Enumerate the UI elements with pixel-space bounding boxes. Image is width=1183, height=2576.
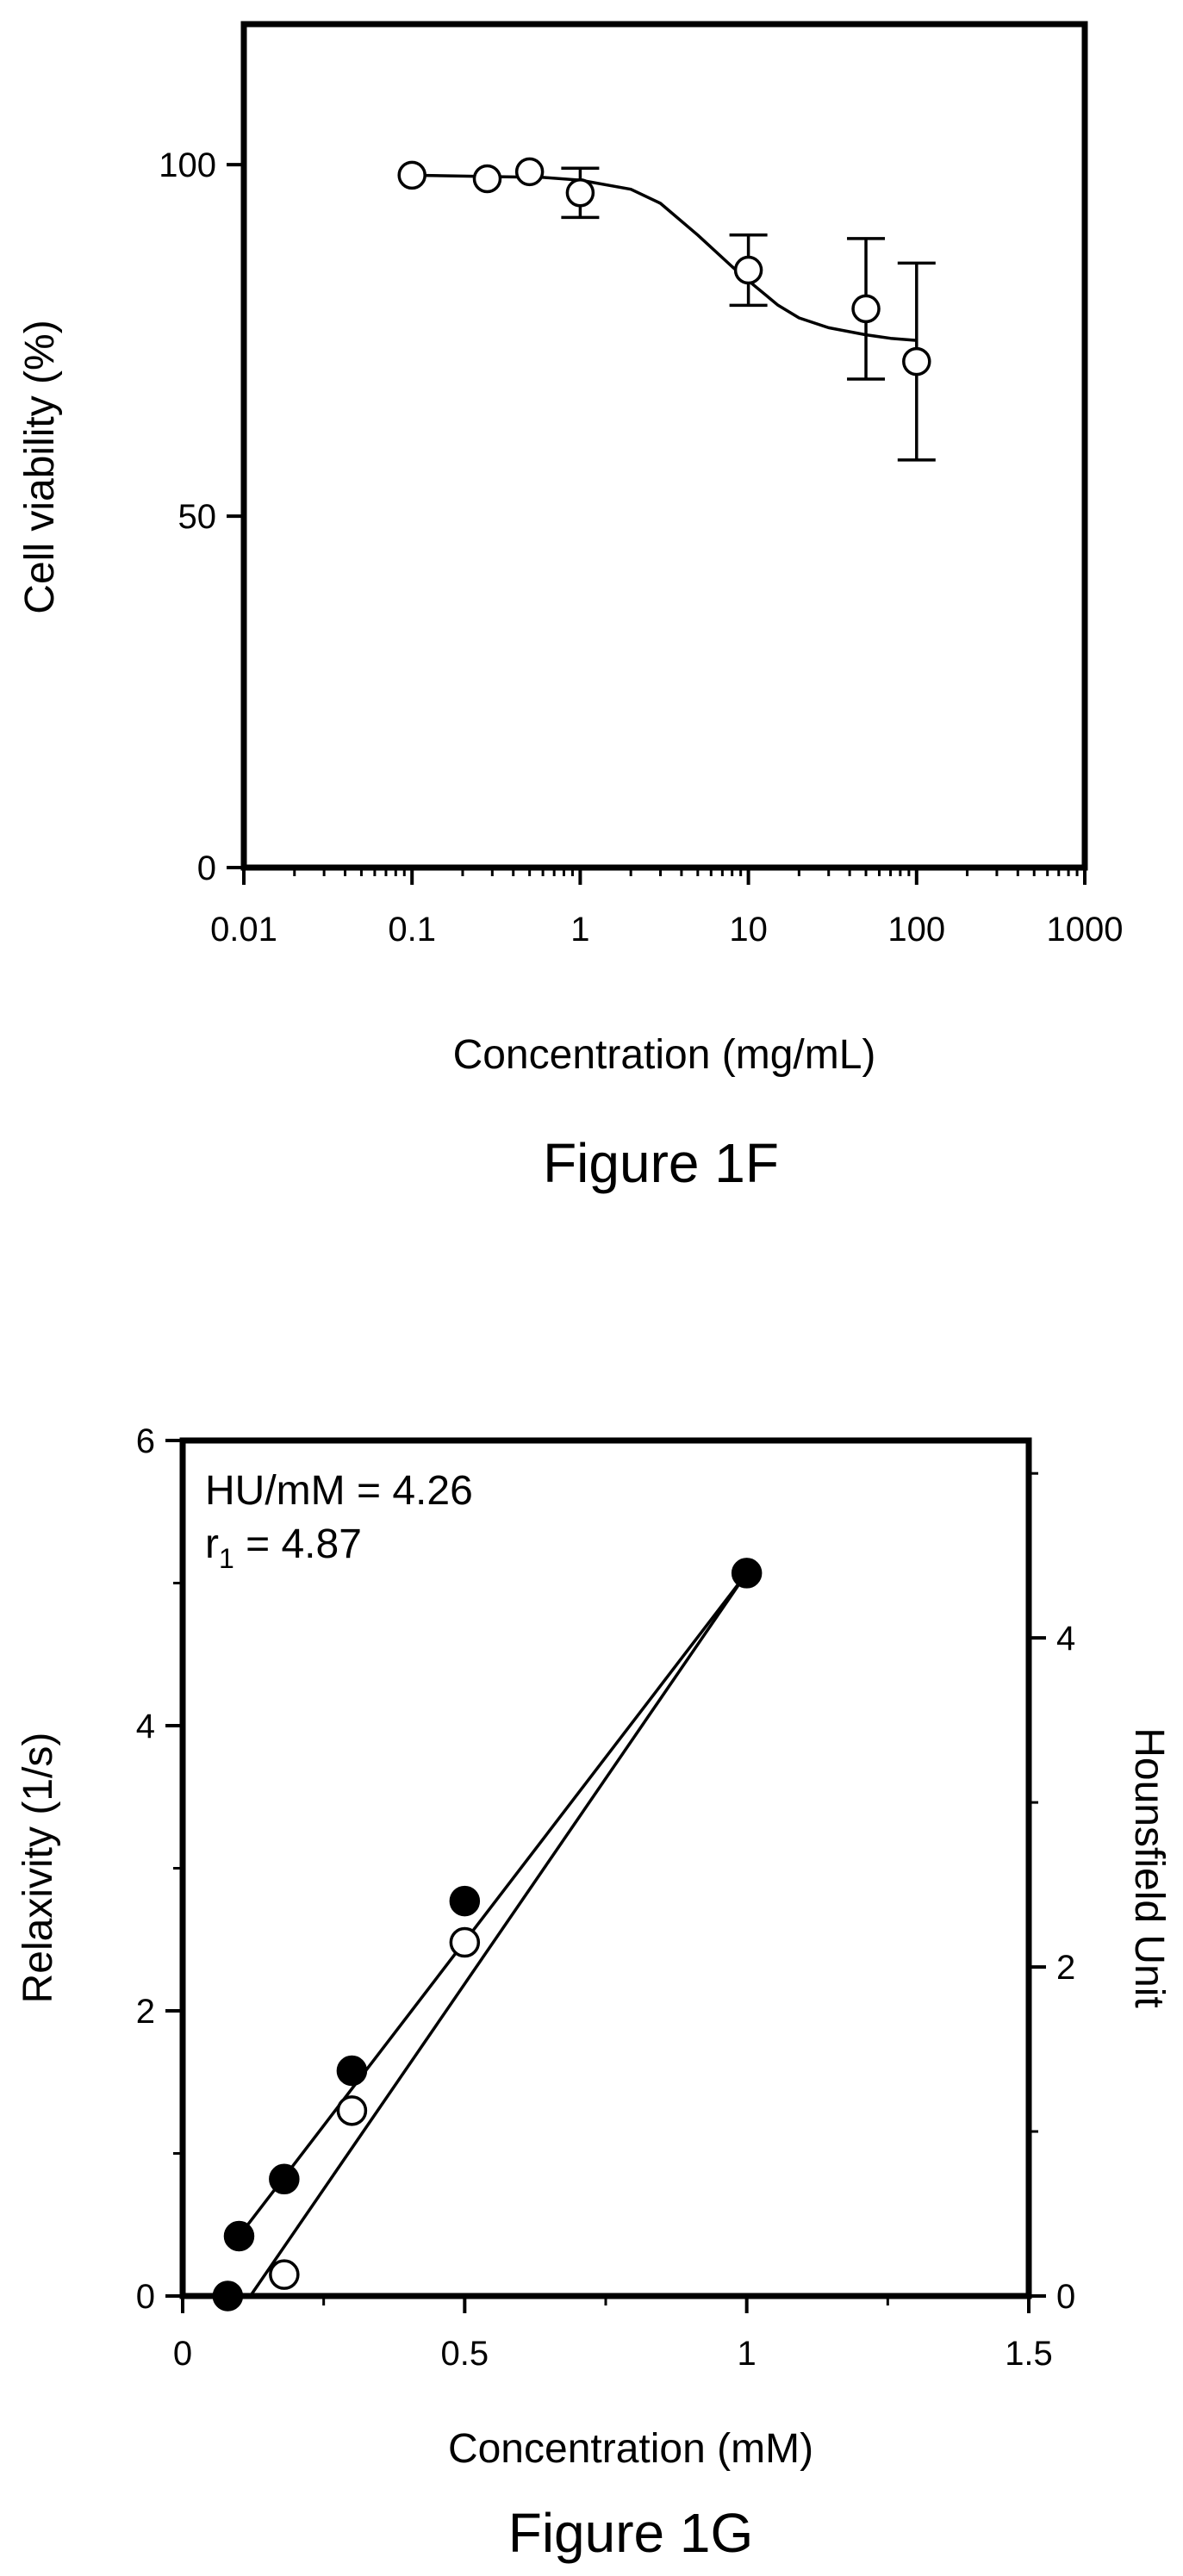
y-tick-label: 100 <box>159 146 216 184</box>
y2-tick-label: 0 <box>1056 2278 1075 2316</box>
y-axis-ticks-1g: 0 2 4 6 <box>136 1422 183 2316</box>
data-points-1g <box>212 1558 763 2312</box>
fit-line <box>249 1571 749 2297</box>
data-point-open <box>733 255 763 285</box>
data-point-open <box>449 1926 481 1958</box>
y-tick-label: 4 <box>136 1708 155 1745</box>
fit-curve-1f <box>412 173 917 342</box>
x-axis-ticks-1f: 0.01 0.1 1 10 100 1000 <box>210 868 1123 949</box>
data-point-open <box>565 178 595 208</box>
data-point-open <box>902 346 931 376</box>
fit-line <box>238 1571 749 2237</box>
y-tick-label: 2 <box>136 1993 155 2031</box>
data-point-filled <box>223 2220 255 2252</box>
x-tick-label: 10 <box>729 911 768 949</box>
data-point-filled <box>269 2163 300 2195</box>
y-axis-label-1f: Cell viability (%) <box>17 320 63 613</box>
annotation-r-symbol: r <box>205 1521 219 1567</box>
plot-frame-1f <box>240 21 1088 871</box>
annotation-r1: r1 = 4.87 <box>205 1521 362 1574</box>
annotation-subscript: 1 <box>219 1543 234 1574</box>
y2-tick-label: 2 <box>1056 1949 1075 1987</box>
data-point-filled <box>212 2280 244 2312</box>
data-point-filled <box>449 1885 481 1917</box>
y-axis-ticks-1f: 0 50 100 <box>159 146 244 887</box>
annotation-hu-per-mm: HU/mM = 4.26 <box>205 1468 473 1514</box>
fit-lines-1g <box>238 1571 749 2297</box>
x-tick-label: 1000 <box>1047 911 1124 949</box>
y-axis-label-1g: Relaxivity (1/s) <box>16 1733 61 2004</box>
x-axis-label-1g: Concentration (mM) <box>448 2426 813 2472</box>
x-axis-label-1f: Concentration (mg/mL) <box>453 1032 876 1078</box>
x-tick-label: 1 <box>738 2335 756 2373</box>
data-point-open <box>397 160 427 190</box>
x-axis-ticks-1g: 0 0.5 1 1.5 <box>173 2296 1053 2373</box>
figure-caption-1g: Figure 1G <box>508 2502 754 2564</box>
x-tick-label: 1 <box>570 911 589 949</box>
y-tick-label: 50 <box>178 498 217 536</box>
data-points-1f <box>397 157 931 376</box>
x-tick-label: 0.1 <box>388 911 436 949</box>
y2-axis-ticks-1g: 0 2 4 <box>1029 1472 1075 2316</box>
data-point-open <box>336 2095 368 2126</box>
y-tick-label: 6 <box>136 1422 155 1460</box>
data-point-open <box>472 164 502 194</box>
data-point-filled <box>336 2055 368 2087</box>
x-tick-label: 0.5 <box>441 2335 489 2373</box>
data-point-filled <box>731 1558 763 1589</box>
y-tick-label: 0 <box>197 849 216 887</box>
y-tick-label: 0 <box>136 2278 155 2316</box>
error-bars-1f <box>561 166 936 462</box>
data-point-open <box>269 2259 300 2290</box>
y2-axis-label-1g: Hounsfield Unit <box>1126 1727 1172 2008</box>
y2-tick-label: 4 <box>1056 1620 1075 1658</box>
data-point-open <box>851 294 881 324</box>
annotation-r1-value: = 4.87 <box>234 1521 362 1567</box>
figure-caption-1f: Figure 1F <box>543 1132 779 1194</box>
x-tick-label: 1.5 <box>1005 2335 1053 2373</box>
chart-1f: 0.01 0.1 1 10 100 1000 0 50 100 Concentration (… <box>17 21 1123 1194</box>
x-tick-label: 0.01 <box>210 911 277 949</box>
plot-frame-1g <box>179 1437 1032 2299</box>
x-tick-label: 0 <box>173 2335 192 2373</box>
fit-curve <box>412 173 917 342</box>
x-tick-label: 100 <box>887 911 945 949</box>
data-point-open <box>514 157 545 187</box>
